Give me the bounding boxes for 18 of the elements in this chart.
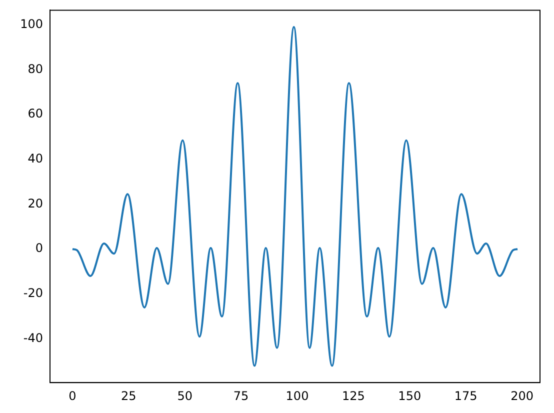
y-tick-label: -40 <box>23 330 43 345</box>
y-tick-label: -20 <box>23 286 43 300</box>
y-tick-label: 100 <box>20 16 43 31</box>
y-tick-label: 40 <box>28 152 43 166</box>
x-tick-label: 200 <box>510 388 534 403</box>
x-tick-label: 175 <box>454 388 478 403</box>
y-tick-label: 0 <box>35 241 43 256</box>
x-tick-label: 75 <box>233 388 249 403</box>
y-tick-label: 80 <box>28 62 43 76</box>
x-tick-label: 150 <box>398 388 422 403</box>
x-tick-label: 25 <box>121 388 136 403</box>
y-tick-label: 60 <box>28 106 43 121</box>
x-tick-label: 125 <box>342 388 365 403</box>
line-series <box>71 26 519 367</box>
x-tick-label: 100 <box>286 388 309 403</box>
x-tick-label: 0 <box>68 388 76 403</box>
y-tick-label: 20 <box>28 196 43 210</box>
x-tick-label: 50 <box>177 388 193 403</box>
